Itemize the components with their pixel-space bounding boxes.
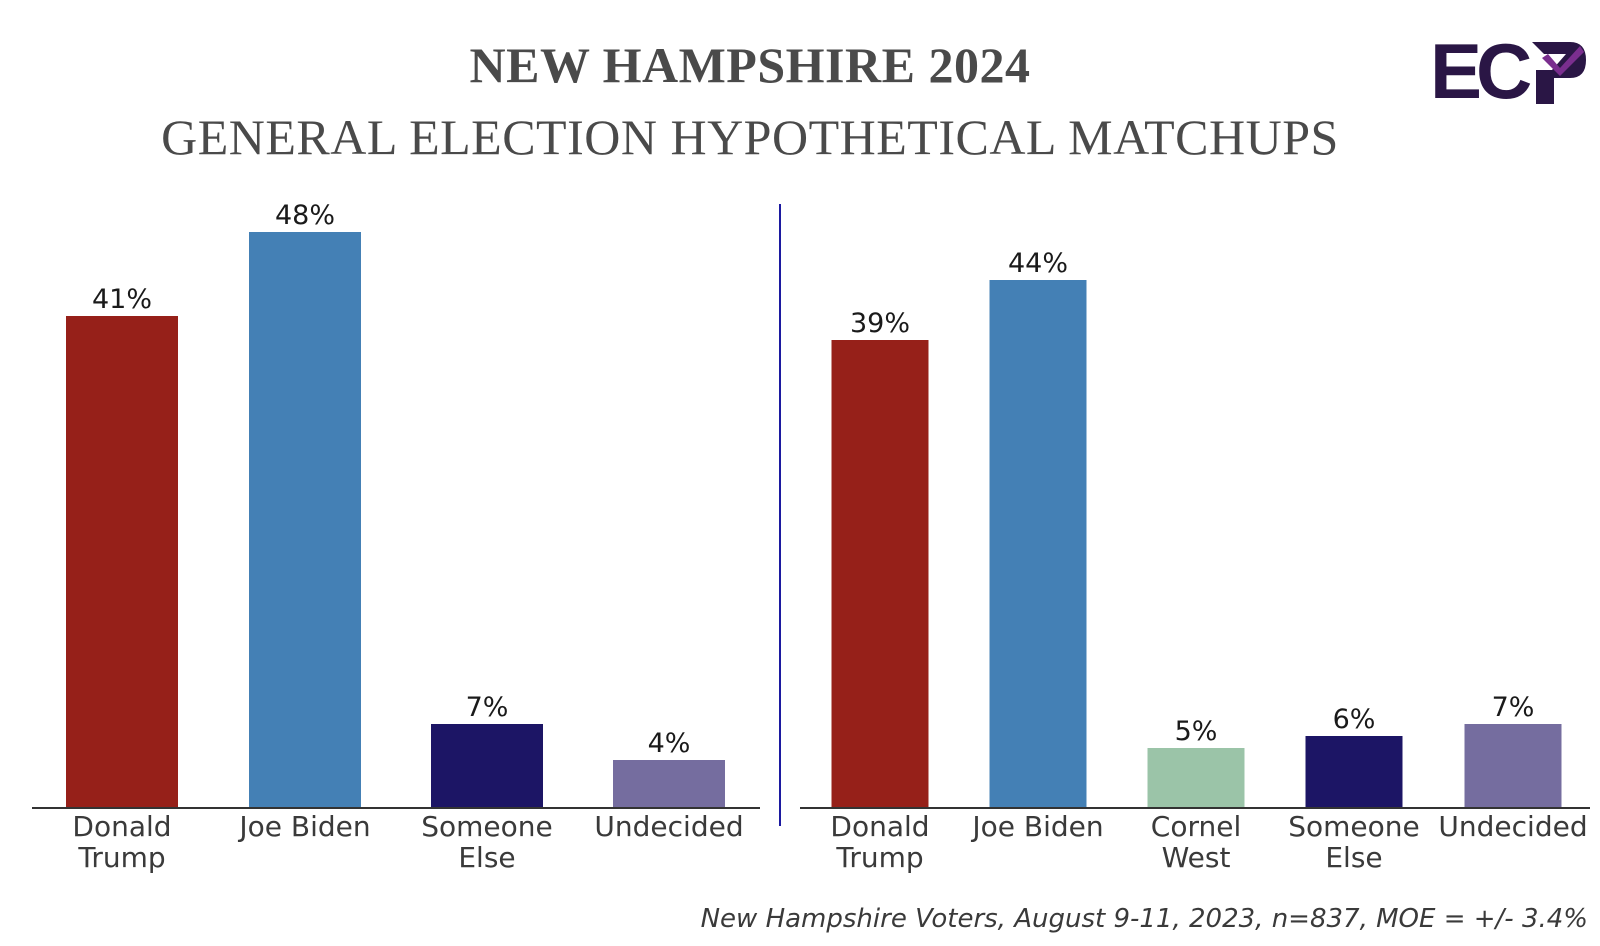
- data-label: 39%: [850, 308, 910, 339]
- data-label: 41%: [92, 284, 152, 315]
- category-label: West: [1162, 841, 1231, 874]
- category-label: Else: [1325, 841, 1382, 874]
- data-label: 6%: [1333, 704, 1376, 735]
- category-label: Joe Biden: [237, 810, 370, 843]
- bar-right-1: [989, 280, 1087, 808]
- category-label: Donald: [72, 810, 171, 843]
- data-label: 4%: [648, 728, 691, 759]
- category-label: Else: [458, 841, 515, 874]
- category-label: Trump: [835, 841, 923, 874]
- category-label: Cornel: [1151, 810, 1241, 843]
- chart-title: NEW HAMPSHIRE 2024: [469, 37, 1031, 93]
- data-label: 5%: [1175, 716, 1218, 747]
- category-label: Trump: [77, 841, 165, 874]
- bar-right-3: [1305, 736, 1403, 808]
- category-label: Donald: [830, 810, 929, 843]
- bar-left-1: [249, 232, 361, 808]
- bar-right-2: [1147, 748, 1245, 808]
- data-label: 7%: [1492, 692, 1535, 723]
- data-label: 44%: [1008, 248, 1068, 279]
- category-label: Someone: [1288, 810, 1420, 843]
- category-label: Someone: [421, 810, 553, 843]
- data-label: 7%: [466, 692, 509, 723]
- category-label: Joe Biden: [970, 810, 1103, 843]
- bar-right-0: [831, 340, 929, 808]
- survey-footnote: New Hampshire Voters, August 9-11, 2023,…: [700, 904, 1588, 934]
- bar-left-3: [613, 760, 725, 808]
- category-label: Undecided: [1438, 810, 1587, 843]
- logo-checkmark-icon: [1532, 42, 1586, 104]
- logo-text: EC: [1430, 27, 1532, 115]
- data-label: 48%: [275, 200, 335, 231]
- bar-left-0: [66, 316, 178, 808]
- chart-subtitle: GENERAL ELECTION HYPOTHETICAL MATCHUPS: [161, 109, 1339, 165]
- category-label: Undecided: [594, 810, 743, 843]
- bar-right-4: [1464, 724, 1562, 808]
- bar-left-2: [431, 724, 543, 808]
- ecp-logo: EC: [1430, 32, 1590, 112]
